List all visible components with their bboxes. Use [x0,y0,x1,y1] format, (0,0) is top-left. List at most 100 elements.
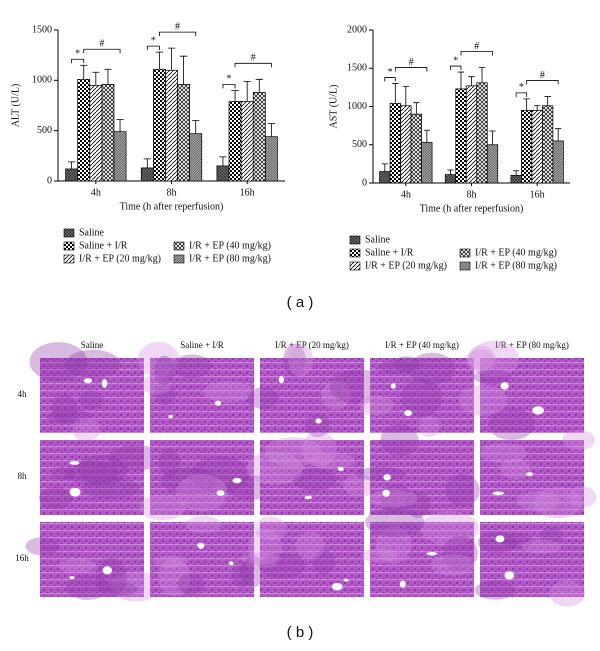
tissue-shade [203,381,254,403]
tissue-shade [161,467,218,494]
tissue-shade [64,460,119,486]
tissue-shade [442,535,478,571]
micrograph [480,358,584,433]
legend-swatch [173,241,185,251]
error-bar [255,78,263,93]
significance-label: # [409,57,414,68]
significance-bracket [146,45,160,51]
tissue-shade [321,380,351,410]
significance-bracket [460,51,493,56]
tissue-shade [488,408,535,441]
tissue-shade [401,378,443,418]
y-tick-label: 1500 [347,63,367,74]
vessel [69,461,80,465]
tissue-shade [393,356,420,373]
tissue-shade [185,516,222,534]
tissue-shade [246,451,304,485]
error-bar [243,80,251,102]
error-bar [555,128,562,141]
error-bar [231,90,239,102]
vessel [526,472,534,477]
tissue-shade [380,423,419,457]
bar [521,109,533,184]
tissue-shade [292,468,338,491]
bar [379,171,391,184]
tissue-shade [288,344,314,377]
error-bar [447,169,454,175]
significance-bracket [515,92,528,97]
error-bar [423,129,430,143]
x-tick-label: 16h [530,189,545,200]
significance-bracket [526,80,559,85]
y-axis-label: AST (U/L) [328,85,339,129]
tissue-shade [502,532,533,550]
error-bar [104,68,112,85]
tissue-shade [240,552,280,565]
vessel [404,409,412,416]
significance-bracket [394,67,428,72]
micrograph [370,358,474,433]
bar [552,140,564,184]
tissue-shade [239,555,267,587]
vessel [216,490,225,496]
vessel [69,487,81,497]
tissue-shade [25,537,60,556]
significance-label: * [388,67,393,78]
bar [228,101,242,182]
micrograph [150,522,254,597]
legend-label: I/R + EP (40 mg/kg) [475,247,557,258]
bar [189,133,203,182]
tissue-shade [58,558,97,574]
bar [542,105,554,184]
tissue-shade [283,343,306,377]
legend-label: I/R + EP (80 mg/kg) [189,253,271,264]
tissue-shade [259,553,306,579]
bar [400,105,412,184]
vessel [331,582,343,591]
significance-label: # [474,41,479,52]
tissue-shade [230,564,253,588]
x-tick-label: 16h [240,187,255,198]
tissue-shade [264,437,322,467]
tissue-shade [301,431,337,467]
bar [444,174,457,184]
error-bar [413,102,420,115]
tissue-shade [533,487,583,519]
y-tick-label: 500 [37,125,52,136]
tissue-shade [158,558,191,597]
column-header: Saline + I/R [180,340,224,350]
tissue-shade [562,429,596,451]
bar [531,109,543,184]
row-label: 4h [18,389,28,399]
bar [486,144,499,184]
tissue-shade [305,413,330,438]
legend-label: Saline [79,227,105,238]
x-tick-label: 8h [467,189,477,200]
tissue-shade [254,516,287,541]
legend-label: Saline + I/R [79,240,128,251]
tissue-shade [247,387,279,410]
error-bar [67,161,76,169]
micrograph [40,440,144,515]
panel-label: ( b ) [287,624,314,641]
significance-label: # [540,70,545,81]
error-bar [402,86,409,106]
tissue-shade [139,494,186,521]
bar [455,88,467,184]
error-bar [513,170,520,176]
tissue-shade [78,390,104,410]
significance-label: * [227,74,232,85]
x-tick-label: 8h [167,187,177,198]
error-bar [489,130,496,145]
error-bar [457,71,465,89]
micrograph [260,440,364,515]
tissue-shade [154,385,177,405]
bar [165,69,178,182]
tissue-shade [72,417,100,442]
micrograph [260,522,364,597]
tissue-shade [467,349,495,370]
bar [510,175,522,184]
tissue-shade [405,491,431,518]
vessel [500,382,509,390]
micrograph [480,522,584,597]
